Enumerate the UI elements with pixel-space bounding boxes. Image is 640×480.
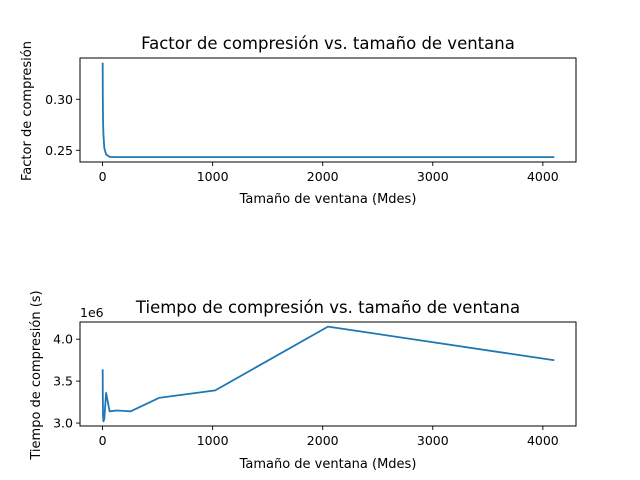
chart-bottom-ytick-label: 3.5 [53, 374, 73, 389]
chart-top-xtick-label: 1000 [197, 169, 229, 184]
chart-bottom-xtick-label: 3000 [417, 433, 449, 448]
chart-bottom-title: Tiempo de compresión vs. tamaño de venta… [135, 298, 520, 317]
chart-bottom-ytick-label: 4.0 [53, 332, 73, 347]
chart-bottom-xtick-label: 4000 [527, 433, 559, 448]
chart-top-ytick-label: 0.25 [45, 143, 73, 158]
chart-top-series-line [101, 62, 555, 159]
chart-bottom-series-line [101, 325, 555, 423]
chart-bottom: Tiempo de compresión vs. tamaño de venta… [29, 290, 577, 472]
chart-top-xtick-label: 2000 [307, 169, 339, 184]
chart-bottom-xtick-label: 2000 [307, 433, 339, 448]
chart-top-xtick-label: 0 [99, 169, 107, 184]
chart-bottom-ytick-label: 3.0 [53, 416, 73, 431]
chart-bottom-ylabel: Tiempo de compresión (s) [29, 290, 44, 460]
chart-bottom-ticks: 0 1000 2000 3000 4000 3.0 3.5 4.0 [53, 332, 559, 448]
chart-bottom-xlabel: Tamaño de ventana (Mdes) [239, 457, 417, 472]
chart-bottom-offset-label: 1e6 [80, 305, 104, 320]
chart-top-ylabel: Factor de compresión [20, 41, 35, 181]
chart-top-title: Factor de compresión vs. tamaño de venta… [141, 34, 515, 53]
chart-top: Factor de compresión vs. tamaño de venta… [20, 34, 577, 207]
chart-top-axes-frame [79, 57, 577, 163]
chart-bottom-xtick-label: 1000 [197, 433, 229, 448]
chart-top-ytick-label: 0.30 [45, 92, 73, 107]
chart-top-xlabel: Tamaño de ventana (Mdes) [239, 192, 417, 207]
chart-top-xtick-label: 3000 [417, 169, 449, 184]
chart-bottom-xtick-label: 0 [99, 433, 107, 448]
chart-top-ticks: 0 1000 2000 3000 4000 0.25 0.30 [45, 92, 559, 184]
chart-top-xtick-label: 4000 [527, 169, 559, 184]
chart-bottom-axes-frame [79, 321, 577, 427]
